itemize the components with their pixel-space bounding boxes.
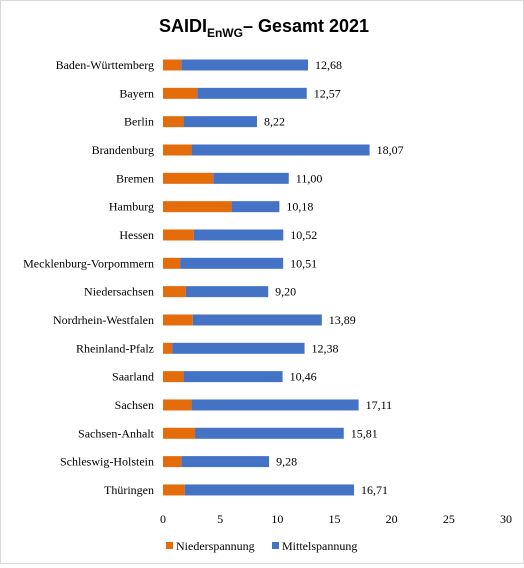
x-tick-label: 5 (217, 512, 223, 526)
bar-niederspannung (163, 257, 181, 269)
data-label: 12,68 (315, 58, 342, 72)
legend-swatch (272, 542, 279, 549)
bar-niederspannung (163, 172, 214, 184)
category-label: Hessen (119, 228, 154, 242)
bar-mittelspannung (183, 371, 283, 383)
bar-mittelspannung (181, 456, 270, 468)
bar-niederspannung (163, 229, 194, 241)
data-label: 16,71 (361, 483, 388, 497)
bar-niederspannung (163, 59, 182, 71)
category-label: Bremen (116, 171, 154, 185)
data-label: 10,51 (290, 256, 317, 270)
bar-niederspannung (163, 144, 192, 156)
bar-mittelspannung (213, 172, 289, 184)
x-tick-label: 10 (271, 512, 283, 526)
legend-swatch (166, 542, 173, 549)
bar-niederspannung (163, 484, 185, 496)
category-label: Sachsen (115, 398, 154, 412)
chart-title-suffix: – Gesamt 2021 (243, 16, 369, 36)
x-tick-label: 0 (160, 512, 166, 526)
data-label: 10,18 (286, 200, 313, 214)
bar-niederspannung (163, 427, 196, 439)
bar-niederspannung (163, 342, 173, 354)
category-label: Sachsen-Anhalt (78, 426, 155, 440)
category-label: Rheinland-Pfalz (76, 341, 154, 355)
bar-niederspannung (163, 456, 182, 468)
bar-mittelspannung (193, 229, 284, 241)
bar-mittelspannung (197, 87, 307, 99)
data-label: 8,22 (264, 115, 285, 129)
bar-mittelspannung (192, 314, 322, 326)
category-label: Hamburg (109, 200, 154, 214)
category-label: Mecklenburg-Vorpommern (23, 256, 154, 270)
category-label: Baden-Württemberg (56, 58, 154, 72)
x-tick-label: 15 (329, 512, 341, 526)
data-label: 15,81 (351, 426, 378, 440)
data-label: 9,28 (276, 455, 297, 469)
bar-mittelspannung (181, 59, 308, 71)
category-label: Schleswig-Holstein (60, 455, 154, 469)
chart-title-main: SAIDI (159, 16, 207, 36)
bar-mittelspannung (231, 201, 280, 213)
bar-mittelspannung (184, 484, 355, 496)
bar-niederspannung (163, 116, 184, 128)
x-tick-label: 25 (443, 512, 455, 526)
category-label: Brandenburg (92, 143, 154, 157)
category-label: Saarland (112, 370, 154, 384)
bar-niederspannung (163, 399, 192, 411)
chart-title-subscript: EnWG (207, 26, 243, 40)
category-label: Niedersachsen (84, 285, 154, 299)
bar-mittelspannung (183, 116, 257, 128)
x-tick-label: 20 (386, 512, 398, 526)
bar-niederspannung (163, 371, 184, 383)
bar-mittelspannung (191, 144, 370, 156)
data-label: 12,57 (314, 86, 341, 100)
category-label: Nordrhein-Westfalen (53, 313, 154, 327)
data-label: 10,52 (290, 228, 317, 242)
data-label: 17,11 (366, 398, 393, 412)
x-axis-ticks: 0 5 10 15 20 25 30 (160, 512, 512, 526)
category-label: Thüringen (104, 483, 154, 497)
bar-niederspannung (163, 314, 193, 326)
bar-mittelspannung (172, 342, 305, 354)
legend: Niederspannung Mittelspannung (166, 539, 357, 553)
data-label: 11,00 (296, 171, 323, 185)
bar-mittelspannung (195, 427, 344, 439)
category-labels: Baden-Württemberg Bayern Berlin Brandenburg… (23, 58, 155, 497)
chart-title: SAIDIEnWG– Gesamt 2021 (159, 16, 369, 40)
data-label: 12,38 (312, 341, 339, 355)
data-label: 9,20 (275, 285, 296, 299)
data-label: 18,07 (377, 143, 404, 157)
legend-label: Niederspannung (176, 539, 255, 553)
bar-mittelspannung (180, 257, 284, 269)
bar-mittelspannung (191, 399, 359, 411)
bars (163, 59, 370, 496)
bar-niederspannung (163, 87, 198, 99)
value-labels: 12,68 12,57 8,22 18,07 11,00 10,18 10,52 10,51 9… (264, 58, 404, 497)
bar-mittelspannung (185, 286, 269, 298)
bar-niederspannung (163, 201, 232, 213)
legend-label: Mittelspannung (282, 539, 357, 553)
data-label: 13,89 (329, 313, 356, 327)
category-label: Bayern (119, 86, 154, 100)
category-label: Berlin (124, 115, 154, 129)
bar-niederspannung (163, 286, 186, 298)
data-label: 10,46 (290, 370, 317, 384)
x-tick-label: 30 (500, 512, 512, 526)
